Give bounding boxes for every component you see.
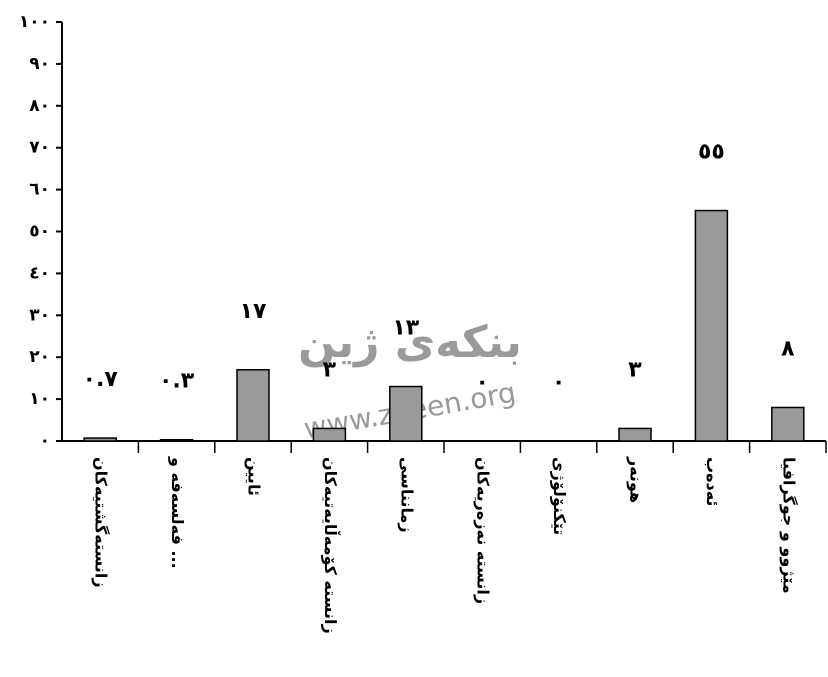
x-tick-label: تێکنۆلۆژی <box>550 457 569 535</box>
y-tick-label: ٧٠ <box>29 138 50 158</box>
y-tick-label: ٤٠ <box>29 263 50 283</box>
watermark-title: بنکەی ژین <box>298 317 522 368</box>
x-tick-label: مێژوو و جوگرافیا <box>779 457 798 594</box>
y-tick-label: ١٠٠ <box>19 12 50 32</box>
y-tick-label: ٥٠ <box>29 222 50 242</box>
x-tick-label: فەلسەفە و ... <box>168 456 187 569</box>
value-label: ٣ <box>628 357 642 382</box>
bar <box>236 369 270 442</box>
x-tick-label: ئەدەب <box>703 457 722 506</box>
x-tick-label: هونەر <box>627 456 646 503</box>
value-label: ٠ <box>475 370 488 395</box>
x-tick-label: زمانناسی <box>397 457 416 533</box>
y-tick-label: ٦٠ <box>29 180 50 200</box>
value-label: ١٧ <box>240 299 267 324</box>
bar <box>618 427 652 442</box>
value-label: ٨ <box>781 336 795 361</box>
bar <box>389 385 423 442</box>
y-tick-label: ١٠ <box>29 389 50 409</box>
bar <box>159 438 194 442</box>
value-label: ٠.٣ <box>159 369 195 394</box>
value-label: ٠ <box>552 370 565 395</box>
bar <box>83 437 117 442</box>
x-tick-label: ئایین <box>245 457 264 496</box>
value-label: ٣ <box>323 357 337 382</box>
x-tick-label: زانستە کۆمەڵایەتیەکان <box>321 457 341 634</box>
y-tick-label: ٢٠ <box>29 347 50 367</box>
value-label: ٥٥ <box>698 140 725 165</box>
value-label: ١٣ <box>392 316 419 341</box>
y-tick-label: ٣٠ <box>29 305 50 325</box>
y-tick-label: ٩٠ <box>29 54 50 74</box>
x-tick-label: زانستە نەزەریەکان <box>474 457 493 604</box>
bar <box>312 427 347 442</box>
y-tick-label: ٠ <box>40 431 50 451</box>
value-label: ٠.٧ <box>83 367 119 392</box>
y-tick-label: ٨٠ <box>29 96 50 116</box>
bar <box>771 406 805 442</box>
bar <box>694 209 729 442</box>
x-tick-label: زانستەگشتیەکان <box>92 457 111 588</box>
